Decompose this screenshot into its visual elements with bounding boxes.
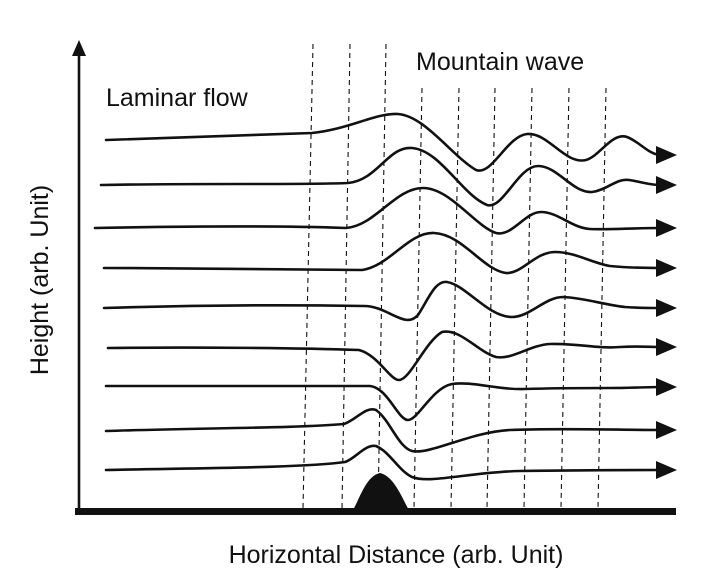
ground-line — [75, 508, 676, 515]
mountain-wave-label: Mountain wave — [416, 48, 584, 76]
flow-arrowheads — [656, 146, 677, 479]
streamline — [106, 330, 662, 382]
guide-line — [486, 87, 496, 509]
flow-arrowhead-icon — [656, 259, 677, 277]
streamline — [104, 408, 662, 453]
streamline — [99, 146, 662, 207]
streamline — [104, 112, 662, 172]
guide-line — [413, 87, 423, 509]
flow-arrowhead-icon — [656, 146, 677, 164]
guide-line — [377, 43, 387, 509]
x-axis-label: Horizontal Distance (arb. Unit) — [229, 541, 564, 569]
laminar-flow-label: Laminar flow — [106, 84, 249, 112]
flow-arrowhead-icon — [656, 299, 677, 317]
streamline — [104, 444, 662, 481]
flow-arrowhead-icon — [656, 176, 677, 194]
streamline — [104, 382, 662, 422]
streamline — [93, 186, 662, 235]
guide-line — [597, 87, 607, 509]
guide-line — [523, 87, 533, 509]
axis-arrowhead-icon — [72, 40, 86, 56]
y-axis-label: Height (arb. Unit) — [26, 185, 54, 375]
streamlines — [93, 112, 662, 481]
flow-arrowhead-icon — [656, 421, 677, 439]
flow-arrowhead-icon — [656, 378, 677, 396]
guide-line — [450, 87, 460, 509]
guide-line — [302, 43, 314, 509]
streamline — [102, 280, 662, 322]
guide-line — [341, 43, 351, 509]
streamline — [102, 231, 662, 275]
mountain-shape — [352, 473, 410, 512]
flow-arrowhead-icon — [656, 219, 677, 237]
axes — [72, 40, 676, 515]
flow-arrowhead-icon — [656, 338, 677, 356]
flow-arrowhead-icon — [656, 461, 677, 479]
dashed-guide-lines — [302, 43, 607, 509]
